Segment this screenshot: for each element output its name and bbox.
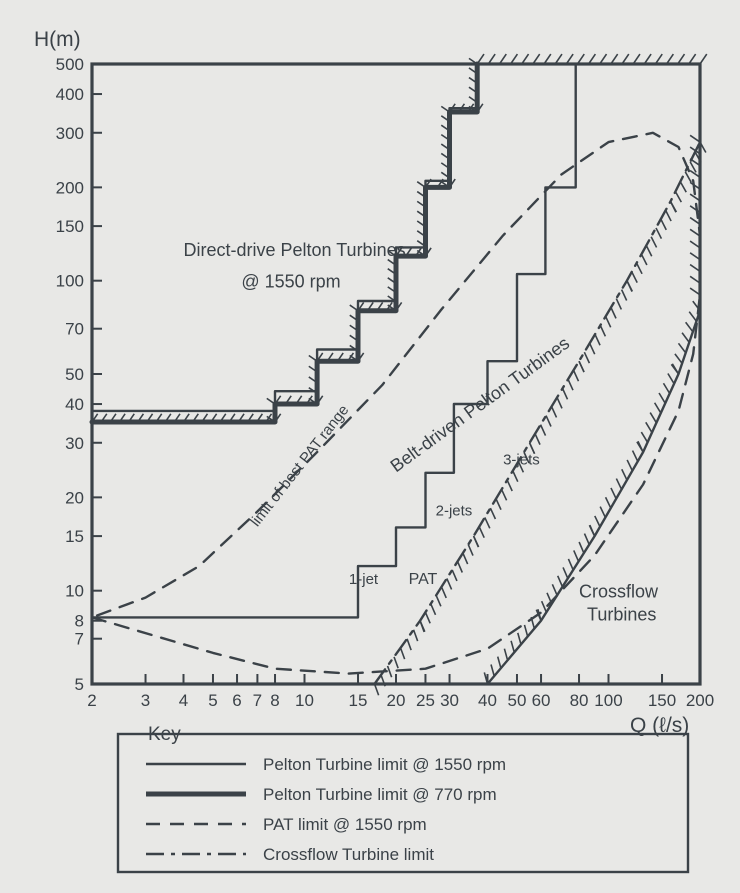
label-crossflow-1: Crossflow	[579, 582, 659, 602]
curve-pelton-770-inner	[92, 64, 477, 411]
y-tick-label: 300	[56, 124, 84, 143]
x-tick-label: 15	[349, 691, 368, 710]
x-tick-label: 200	[686, 691, 714, 710]
y-tick-label: 500	[56, 55, 84, 74]
legend-label: Crossflow Turbine limit	[263, 845, 434, 864]
label-crossflow-2: Turbines	[587, 605, 656, 625]
label-pat: PAT	[409, 571, 438, 588]
x-tick-label: 8	[270, 691, 279, 710]
label-direct-drive-1: Direct-drive Pelton Turbines	[184, 240, 406, 260]
y-tick-label: 100	[56, 272, 84, 291]
x-tick-label: 40	[478, 691, 497, 710]
label-belt-driven: Belt-driven Pelton Turbines	[387, 333, 574, 476]
y-tick-label: 7	[75, 630, 84, 649]
legend-title: Key	[148, 724, 181, 745]
y-tick-label: 15	[65, 527, 84, 546]
x-tick-label: 10	[295, 691, 314, 710]
label-3jets: 3-jets	[503, 452, 540, 469]
x-tick-label: 30	[440, 691, 459, 710]
y-tick-label: 10	[65, 582, 84, 601]
y-tick-label: 50	[65, 365, 84, 384]
legend-label: Pelton Turbine limit @ 770 rpm	[263, 785, 497, 804]
x-tick-label: 7	[253, 691, 262, 710]
y-tick-label: 8	[75, 612, 84, 631]
y-tick-label: 40	[65, 395, 84, 414]
y-tick-label: 20	[65, 488, 84, 507]
legend-label: PAT limit @ 1550 rpm	[263, 815, 427, 834]
y-tick-label: 30	[65, 434, 84, 453]
y-tick-label: 150	[56, 217, 84, 236]
x-tick-label: 5	[208, 691, 217, 710]
y-tick-label: 400	[56, 85, 84, 104]
x-tick-label: 100	[594, 691, 622, 710]
label-2jets: 2-jets	[436, 502, 473, 519]
legend-label: Pelton Turbine limit @ 1550 rpm	[263, 755, 506, 774]
y-tick-label: 200	[56, 178, 84, 197]
x-tick-label: 60	[532, 691, 551, 710]
x-tick-label: 150	[648, 691, 676, 710]
x-tick-label: 6	[232, 691, 241, 710]
y-axis-label: H(m)	[34, 28, 81, 51]
page: { "chart": { "type": "log-log-region-cha…	[0, 0, 740, 893]
y-tick-label: 70	[65, 320, 84, 339]
curve-pelton-1550	[92, 64, 576, 617]
x-tick-label: 20	[387, 691, 406, 710]
label-1jet: 1-jet	[349, 571, 379, 588]
chart-svg: 2345678101520253040506080100150200578101…	[0, 0, 740, 893]
x-tick-label: 4	[179, 691, 188, 710]
x-tick-label: 80	[570, 691, 589, 710]
label-direct-drive-2: @ 1550 rpm	[241, 272, 340, 292]
x-tick-label: 3	[141, 691, 150, 710]
x-tick-label: 25	[416, 691, 435, 710]
x-tick-label: 50	[508, 691, 527, 710]
x-tick-label: 2	[87, 691, 96, 710]
y-tick-label: 5	[75, 675, 84, 694]
